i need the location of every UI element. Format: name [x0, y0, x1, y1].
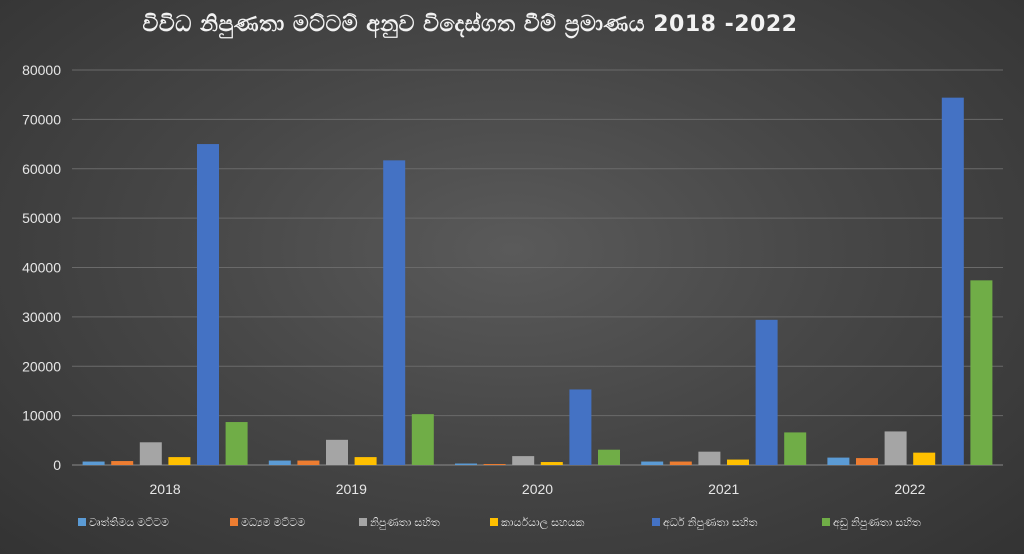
bars: [82, 97, 993, 466]
bar-2020-series-3: [512, 456, 535, 465]
legend-swatch: [78, 518, 86, 526]
bar-2022-series-5: [941, 97, 964, 466]
y-tick-label: 40000: [22, 260, 61, 276]
bar-2022-series-4: [913, 452, 936, 465]
bar-2020-series-5: [569, 389, 592, 465]
bar-2021-series-4: [727, 459, 749, 465]
bar-2019-series-5: [383, 160, 406, 465]
y-axis-tick-labels: 0 10000 20000 30000 40000 50000 60000 70000 8000…: [22, 62, 61, 473]
y-tick-label: 60000: [22, 161, 61, 177]
bar-2020-series-2: [483, 464, 506, 465]
bar-2021-series-6: [784, 432, 807, 465]
bar-2018-series-1: [82, 461, 105, 465]
bar-2019-series-2: [297, 460, 320, 465]
legend-label: නිපුණතා සහිත: [370, 517, 440, 529]
bar-2022-series-2: [856, 458, 878, 465]
bar-2019-series-3: [326, 439, 348, 465]
x-tick-label: 2021: [708, 481, 739, 497]
legend-label: වෘත්තිමය මට්ටම: [89, 515, 169, 529]
legend-swatch: [359, 518, 367, 526]
bar-2019-series-6: [411, 414, 434, 465]
legend-swatch: [652, 518, 660, 526]
bar-2022-series-3: [884, 431, 907, 465]
bar-2021-series-1: [641, 461, 664, 465]
bar-2020-series-6: [598, 449, 620, 465]
y-tick-label: 0: [53, 457, 61, 473]
x-tick-label: 2018: [150, 481, 181, 497]
y-tick-label: 70000: [22, 111, 61, 127]
y-tick-label: 50000: [22, 210, 61, 226]
bar-2021-series-5: [755, 319, 778, 465]
legend-label: කාර්යයාල සහයක: [501, 516, 585, 530]
legend-label: අර්ධ නිපුණතා සහිත: [663, 516, 758, 530]
x-axis-tick-labels: 2018 2019 2020 2021 2022: [150, 481, 926, 497]
x-tick-label: 2022: [894, 481, 925, 497]
y-tick-label: 30000: [22, 309, 61, 325]
bar-2020-series-1: [455, 463, 477, 465]
bar-2022-series-6: [970, 280, 993, 465]
legend: වෘත්තිමය මට්ටම මධ්‍යම මට්ටම නිපුණතා සහිත කා…: [78, 515, 921, 530]
chart-title: විවිධ නිපුණතා මට්ටම් අනුව විදෙස්ගත වීම් …: [142, 12, 798, 37]
bar-2018-series-2: [111, 461, 134, 465]
legend-swatch: [822, 518, 830, 526]
legend-label: මධ්‍යම මට්ටම: [241, 517, 305, 529]
bar-2018-series-4: [168, 457, 191, 465]
bar-2019-series-1: [268, 460, 291, 465]
legend-swatch: [230, 518, 238, 526]
bar-2021-series-2: [669, 461, 692, 465]
bar-2019-series-4: [354, 457, 377, 465]
bar-2022-series-1: [827, 457, 850, 465]
y-tick-label: 20000: [22, 358, 61, 374]
legend-label: අඩු නිපුණතා සහිත: [833, 517, 921, 530]
x-tick-label: 2020: [522, 481, 553, 497]
bar-2018-series-3: [139, 442, 162, 465]
bar-2020-series-4: [540, 462, 563, 465]
bar-2018-series-6: [225, 422, 248, 465]
bar-2018-series-5: [197, 144, 219, 465]
y-tick-label: 10000: [22, 408, 61, 424]
y-tick-label: 80000: [22, 62, 61, 78]
bar-2021-series-3: [698, 451, 721, 465]
x-tick-label: 2019: [336, 481, 367, 497]
legend-swatch: [490, 518, 498, 526]
